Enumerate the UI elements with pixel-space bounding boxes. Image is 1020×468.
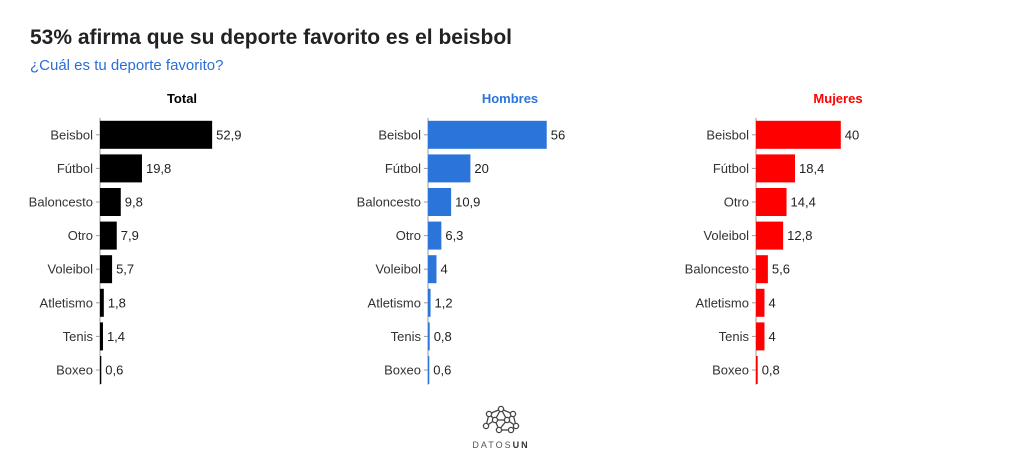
value-label: 20 — [474, 161, 488, 176]
bar-chart-hombres: Hombres Beisbol 56 Fútbol 20 Baloncesto 10,9 Ot… — [357, 91, 565, 385]
value-label: 4 — [440, 262, 447, 277]
category-label: Otro — [396, 228, 421, 243]
value-label: 0,8 — [762, 363, 780, 378]
bar-hombres — [428, 221, 442, 250]
value-label: 56 — [551, 127, 565, 142]
bar-total — [100, 356, 102, 384]
category-label: Boxeo — [384, 363, 421, 378]
category-label: Tenis — [63, 329, 94, 344]
bar-hombres — [428, 154, 471, 183]
value-label: 6,3 — [445, 228, 463, 243]
bar-chart-total: Total Beisbol 52,9 Fútbol 19,8 Baloncesto 9,8 O… — [29, 91, 241, 385]
value-label: 5,7 — [116, 262, 134, 277]
value-label: 18,4 — [799, 161, 824, 176]
bar-hombres — [428, 255, 437, 284]
value-label: 7,9 — [121, 228, 139, 243]
bar-mujeres — [756, 255, 768, 284]
value-label: 52,9 — [216, 127, 241, 142]
bar-chart-mujeres: Mujeres Beisbol 40 Fútbol 18,4 Otro 14,4 Voleib… — [685, 91, 863, 385]
category-label: Atletismo — [40, 295, 93, 310]
panel-title-hombres: Hombres — [482, 91, 538, 106]
bar-mujeres — [756, 288, 765, 317]
panel-hombres: Hombres Beisbol 56 Fútbol 20 Baloncesto 10,9 Ot… — [328, 88, 658, 388]
category-label: Atletismo — [368, 295, 421, 310]
value-label: 0,6 — [105, 363, 123, 378]
category-label: Tenis — [719, 329, 750, 344]
bar-total — [100, 322, 103, 351]
category-label: Beisbol — [706, 127, 749, 142]
category-label: Voleibol — [703, 228, 749, 243]
bar-hombres — [428, 188, 452, 216]
value-label: 10,9 — [455, 195, 480, 210]
category-label: Baloncesto — [29, 195, 93, 210]
chart-subtitle: ¿Cuál es tu deporte favorito? — [30, 57, 224, 74]
bar-mujeres — [756, 154, 796, 183]
bar-total — [100, 120, 213, 149]
category-label: Voleibol — [375, 262, 421, 277]
chart-title: 53% afirma que su deporte favorito es el… — [30, 26, 512, 49]
network-logo-icon — [482, 405, 520, 434]
bar-mujeres — [756, 221, 784, 250]
value-label: 14,4 — [791, 195, 816, 210]
bar-hombres — [428, 288, 431, 317]
brand-name: DATOSUN — [472, 440, 530, 450]
value-label: 1,2 — [435, 295, 453, 310]
value-label: 0,6 — [433, 363, 451, 378]
category-label: Baloncesto — [685, 262, 749, 277]
category-label: Boxeo — [56, 363, 93, 378]
bar-mujeres — [756, 356, 758, 384]
bar-hombres — [428, 356, 430, 384]
category-label: Fútbol — [385, 161, 421, 176]
category-label: Atletismo — [696, 295, 749, 310]
value-label: 1,4 — [107, 329, 125, 344]
category-label: Voleibol — [47, 262, 93, 277]
category-label: Otro — [724, 195, 749, 210]
bar-mujeres — [756, 120, 841, 149]
category-label: Boxeo — [712, 363, 749, 378]
value-label: 12,8 — [787, 228, 812, 243]
bar-total — [100, 255, 113, 284]
datosun-logo: DATOSUN — [466, 404, 536, 450]
value-label: 4 — [768, 329, 775, 344]
value-label: 0,8 — [434, 329, 452, 344]
bar-total — [100, 188, 121, 216]
value-label: 40 — [845, 127, 859, 142]
panel-title-total: Total — [167, 91, 197, 106]
category-label: Baloncesto — [357, 195, 421, 210]
bar-total — [100, 154, 142, 183]
value-label: 4 — [768, 295, 775, 310]
bar-total — [100, 221, 117, 250]
panel-title-mujeres: Mujeres — [813, 91, 862, 106]
category-label: Tenis — [391, 329, 422, 344]
bar-hombres — [428, 322, 430, 351]
bar-mujeres — [756, 322, 765, 351]
category-label: Beisbol — [50, 127, 93, 142]
category-label: Beisbol — [378, 127, 421, 142]
category-label: Otro — [68, 228, 93, 243]
category-label: Fútbol — [57, 161, 93, 176]
value-label: 5,6 — [772, 262, 790, 277]
value-label: 9,8 — [125, 195, 143, 210]
value-label: 1,8 — [108, 295, 126, 310]
bar-total — [100, 288, 104, 317]
panel-total: Total Beisbol 52,9 Fútbol 19,8 Baloncesto 9,8 O… — [0, 88, 330, 388]
panel-mujeres: Mujeres Beisbol 40 Fútbol 18,4 Otro 14,4 Voleib… — [656, 88, 986, 388]
bar-hombres — [428, 120, 547, 149]
bar-mujeres — [756, 188, 787, 216]
value-label: 19,8 — [146, 161, 171, 176]
category-label: Fútbol — [713, 161, 749, 176]
